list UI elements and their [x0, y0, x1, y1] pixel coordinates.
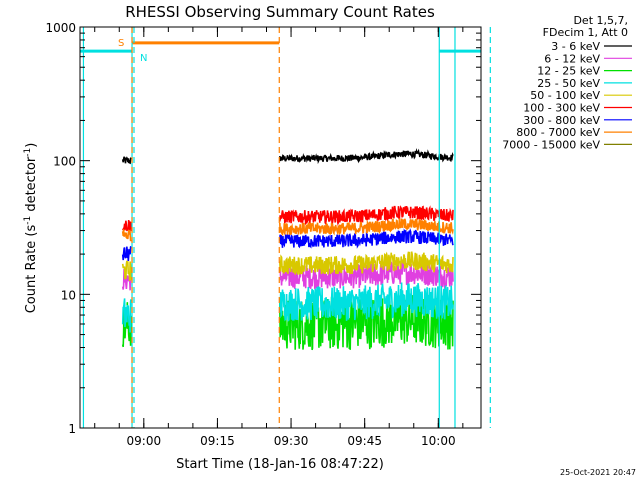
x-axis-label: Start Time (18-Jan-16 08:47:22): [176, 457, 384, 472]
legend-header-1: Det 1,5,7,: [573, 14, 628, 27]
y-tick-label-4: 1000: [45, 21, 76, 35]
series-7-segment-1: [121, 245, 132, 262]
x-tick-label-2: 09:15: [200, 434, 235, 448]
series-4-segment-1: [121, 298, 132, 333]
legend-entry-label-8: 800 - 7000 keV: [516, 126, 600, 139]
legend-entry-label-9: 7000 - 15000 keV: [502, 138, 600, 151]
y-axis-label: Count Rate (s-1 detector-1): [23, 143, 39, 314]
series-7-segment-2: [279, 228, 454, 249]
x-tick-label-4: 09:45: [347, 434, 382, 448]
legend-entry-label-5: 50 - 100 keV: [530, 89, 600, 102]
legend-entry-label-4: 25 - 50 keV: [537, 77, 600, 90]
series-6-segment-2: [279, 205, 454, 226]
legend-entry-label-2: 6 - 12 keV: [544, 52, 600, 65]
y-axis-label-sup-2: -1: [23, 148, 33, 157]
legend-entry-label-7: 300 - 800 keV: [523, 114, 600, 127]
legend-entry-label-3: 12 - 25 keV: [537, 65, 600, 78]
legend-header-2: FDecim 1, Att 0: [543, 26, 628, 39]
x-tick-label-5: 10:00: [421, 434, 456, 448]
y-axis-label-end: ): [24, 143, 39, 148]
series-2-segment-2: [279, 260, 454, 290]
legend-entry-label-6: 100 - 300 keV: [523, 102, 600, 115]
series-5-segment-2: [279, 251, 454, 275]
x-tick-label-1: 09:00: [127, 434, 162, 448]
plot-frame: [79, 26, 482, 429]
series-6-segment-1: [122, 219, 132, 233]
y-tick-label-1: 1: [68, 422, 76, 436]
series-5-segment-1: [121, 260, 132, 282]
series-1-segment-1: [121, 156, 132, 165]
flag-label-S: S: [118, 38, 124, 49]
y-axis-label-mid: detector: [24, 156, 39, 216]
x-tick-label-3: 09:30: [274, 434, 309, 448]
series-4-segment-2: [279, 282, 454, 322]
y-axis-label-sup-1: -1: [23, 216, 33, 225]
chart-title: RHESSI Observing Summary Count Rates: [125, 3, 435, 21]
footer-timestamp: 25-Oct-2021 20:47: [560, 468, 636, 477]
y-tick-label-2: 10: [61, 288, 76, 302]
flag-label-N: N: [140, 53, 147, 64]
series-8-segment-2: [279, 217, 454, 237]
series-8-segment-1: [121, 229, 132, 242]
axes: 1 10 100 1000 09:00 09:15 09:30 09:45 10:00: [45, 21, 482, 448]
series-1-segment-2: [279, 148, 454, 165]
legend-entry-label-1: 3 - 6 keV: [551, 40, 600, 53]
y-axis-label-main: Count Rate (s: [24, 225, 39, 314]
plot-area: SN: [80, 27, 491, 428]
y-tick-label-3: 100: [53, 155, 76, 169]
